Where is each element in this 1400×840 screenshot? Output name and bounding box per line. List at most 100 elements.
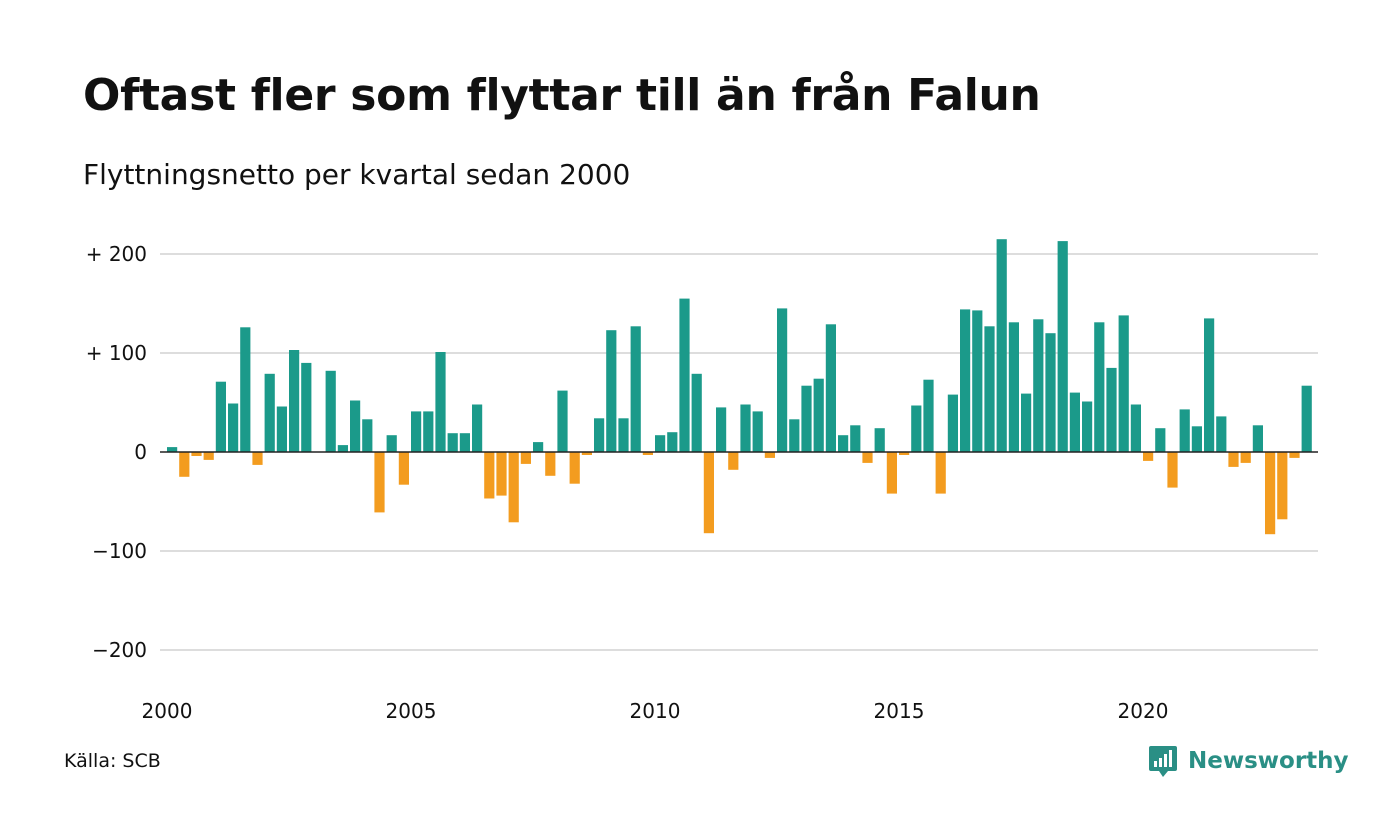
bar-2003-q4 bbox=[350, 400, 361, 452]
x-tick-label: 2020 bbox=[1118, 699, 1169, 723]
bar-2013-q2 bbox=[813, 378, 824, 452]
bar-2009-q1 bbox=[606, 330, 617, 452]
x-tick-label: 2015 bbox=[874, 699, 925, 723]
bar-2021-q2 bbox=[1204, 318, 1215, 452]
bar-2006-q2 bbox=[472, 404, 483, 452]
bar-2000-q1 bbox=[167, 447, 178, 452]
bar-2003-q3 bbox=[337, 445, 348, 452]
bar-2020-q2 bbox=[1155, 428, 1166, 452]
bar-2001-q2 bbox=[228, 403, 239, 452]
bar-2011-q2 bbox=[716, 407, 727, 452]
bar-2002-q4 bbox=[301, 362, 312, 452]
bar-2000-q2 bbox=[179, 452, 190, 477]
bar-2000-q3 bbox=[191, 452, 202, 456]
bar-2012-q1 bbox=[752, 411, 763, 452]
bar-2017-q1 bbox=[996, 239, 1007, 452]
bar-2015-q2 bbox=[911, 405, 922, 452]
bar-2018-q2 bbox=[1057, 241, 1068, 452]
bar-2021-q4 bbox=[1228, 452, 1239, 467]
bar-2011-q3 bbox=[728, 452, 739, 470]
x-tick-label: 2005 bbox=[386, 699, 437, 723]
bar-2002-q1 bbox=[264, 373, 275, 452]
bar-2015-q3 bbox=[923, 379, 934, 452]
bar-2014-q4 bbox=[886, 452, 897, 494]
bar-2016-q1 bbox=[947, 394, 958, 452]
bar-2023-q2 bbox=[1301, 385, 1312, 452]
bar-2008-q2 bbox=[569, 452, 580, 484]
bar-2016-q2 bbox=[960, 309, 971, 452]
bar-2009-q2 bbox=[618, 418, 629, 452]
y-tick-label: −100 bbox=[92, 539, 147, 563]
bar-2000-q4 bbox=[203, 452, 214, 460]
bar-2011-q1 bbox=[703, 452, 714, 534]
chart-subtitle: Flyttningsnetto per kvartal sedan 2000 bbox=[83, 158, 631, 191]
bar-2022-q2 bbox=[1252, 425, 1263, 452]
bar-2007-q4 bbox=[545, 452, 556, 476]
bar-2007-q3 bbox=[533, 442, 544, 452]
bar-2013-q3 bbox=[825, 324, 836, 452]
bar-2018-q3 bbox=[1069, 392, 1080, 452]
bar-2006-q3 bbox=[484, 452, 495, 499]
y-tick-label: + 200 bbox=[86, 242, 147, 266]
bar-2015-q4 bbox=[935, 452, 946, 494]
bar-2017-q3 bbox=[1021, 393, 1032, 452]
bar-2007-q1 bbox=[508, 452, 519, 523]
bar-2014-q3 bbox=[874, 428, 885, 452]
brand-name: Newsworthy bbox=[1188, 748, 1349, 774]
bar-2002-q2 bbox=[276, 406, 287, 452]
bar-2017-q2 bbox=[1008, 322, 1019, 452]
bar-2019-q3 bbox=[1118, 315, 1129, 452]
bar-2001-q4 bbox=[252, 452, 263, 465]
bar-2023-q1 bbox=[1289, 452, 1300, 458]
bars bbox=[167, 239, 1312, 535]
bar-2005-q4 bbox=[447, 433, 458, 452]
bar-2016-q4 bbox=[984, 326, 995, 452]
bar-2002-q3 bbox=[289, 350, 300, 452]
bar-2010-q1 bbox=[655, 435, 666, 452]
bar-2001-q3 bbox=[240, 327, 251, 452]
y-tick-label: + 100 bbox=[86, 341, 147, 365]
bar-2018-q1 bbox=[1045, 333, 1056, 452]
newsworthy-logo-icon bbox=[1149, 746, 1177, 777]
brand-logo[interactable]: Newsworthy bbox=[1148, 744, 1349, 778]
source-note: Källa: SCB bbox=[64, 750, 161, 772]
bar-2014-q1 bbox=[850, 425, 861, 452]
bar-2008-q1 bbox=[557, 390, 568, 452]
bar-2019-q2 bbox=[1106, 367, 1117, 452]
bar-2021-q1 bbox=[1191, 426, 1202, 452]
bar-2018-q4 bbox=[1082, 401, 1093, 452]
bar-2016-q3 bbox=[972, 310, 983, 452]
bar-2020-q1 bbox=[1143, 452, 1154, 461]
bar-2013-q4 bbox=[838, 435, 849, 452]
bar-2012-q4 bbox=[789, 419, 800, 452]
bar-2004-q2 bbox=[374, 452, 385, 513]
bar-2021-q3 bbox=[1216, 416, 1227, 452]
bar-2004-q1 bbox=[362, 419, 373, 452]
bar-2013-q1 bbox=[801, 385, 812, 452]
bar-2004-q3 bbox=[386, 435, 397, 452]
bar-2019-q1 bbox=[1094, 322, 1105, 452]
y-tick-label: −200 bbox=[92, 638, 147, 662]
bar-2005-q1 bbox=[411, 411, 422, 452]
bar-2006-q1 bbox=[459, 433, 470, 452]
bar-chart: + 200 + 100 0 −100 −200 2000 2005 2010 2015 2020 bbox=[86, 239, 1318, 723]
x-tick-label: 2010 bbox=[630, 699, 681, 723]
bar-2001-q1 bbox=[215, 381, 226, 452]
bar-2017-q4 bbox=[1033, 319, 1044, 452]
bar-2022-q3 bbox=[1265, 452, 1276, 535]
bar-2009-q3 bbox=[630, 326, 641, 452]
bar-2019-q4 bbox=[1130, 404, 1141, 452]
bar-2022-q1 bbox=[1240, 452, 1251, 463]
bar-2011-q4 bbox=[740, 404, 751, 452]
bar-2010-q3 bbox=[679, 298, 690, 452]
bar-2008-q4 bbox=[594, 418, 605, 452]
x-tick-label: 2000 bbox=[142, 699, 193, 723]
x-axis-labels: 2000 2005 2010 2015 2020 bbox=[142, 699, 1169, 723]
bar-2005-q2 bbox=[423, 411, 434, 452]
bar-2003-q2 bbox=[325, 370, 336, 452]
y-tick-label: 0 bbox=[134, 440, 147, 464]
bar-2014-q2 bbox=[862, 452, 873, 463]
bar-2004-q4 bbox=[398, 452, 409, 485]
bar-2020-q4 bbox=[1179, 409, 1190, 452]
bar-2012-q3 bbox=[777, 308, 788, 452]
